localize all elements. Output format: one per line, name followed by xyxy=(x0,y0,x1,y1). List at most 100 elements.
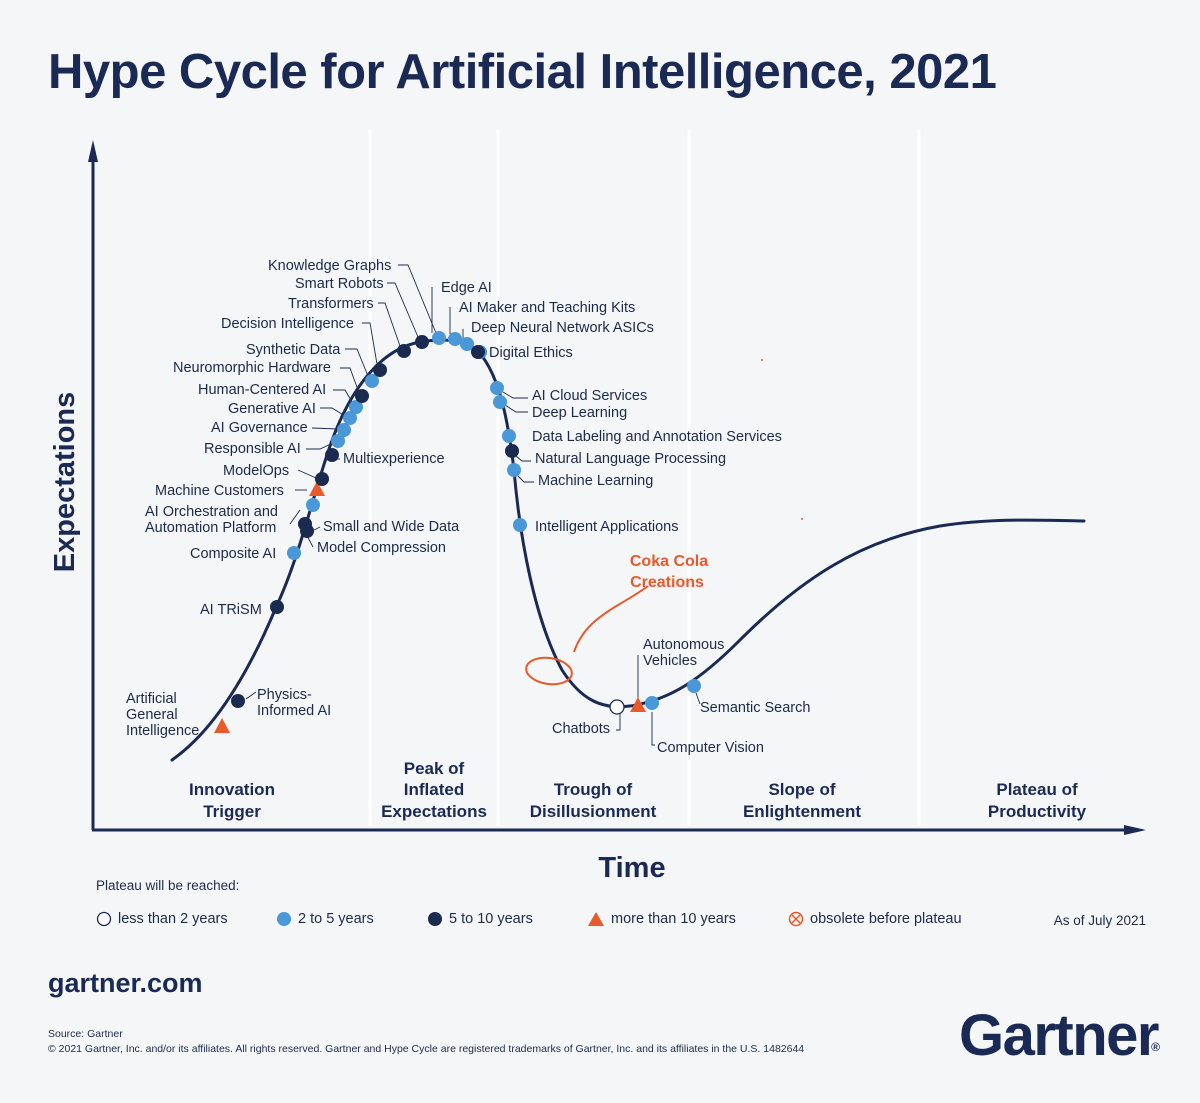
open-circle-marker xyxy=(609,699,625,715)
leader-line xyxy=(362,322,378,365)
blue-circle-marker xyxy=(460,337,474,351)
blue-circle-marker xyxy=(493,395,507,409)
technology-label: Semantic Search xyxy=(700,700,810,716)
technology-label: Machine Customers xyxy=(155,483,284,499)
axes xyxy=(88,140,1146,835)
phase-label: Trigger xyxy=(203,802,261,821)
leader-line xyxy=(297,469,317,479)
technology-label: Data Labeling and Annotation Services xyxy=(532,429,782,445)
technology-label: Informed AI xyxy=(257,703,331,719)
technology-label: Synthetic Data xyxy=(246,342,341,358)
leader-line xyxy=(695,692,701,705)
technology-label: Responsible AI xyxy=(204,441,301,457)
blue-circle-marker xyxy=(287,546,301,560)
leader-line xyxy=(502,391,528,399)
annotation-line-2: Creations xyxy=(630,574,704,591)
technology-label: AI Orchestration and xyxy=(145,504,278,520)
leader-line xyxy=(340,367,359,391)
blue-circle-marker xyxy=(331,434,345,448)
legend-label: more than 10 years xyxy=(611,911,736,927)
dark-circle-marker xyxy=(270,600,284,614)
source-note: Source: Gartner xyxy=(48,1028,123,1040)
copyright-note: © 2021 Gartner, Inc. and/or its affiliat… xyxy=(48,1043,805,1055)
phase-label: Slope of xyxy=(768,780,835,799)
legend-title: Plateau will be reached: xyxy=(96,878,240,893)
legend-label: 5 to 10 years xyxy=(449,911,533,927)
blue-circle-marker xyxy=(507,463,521,477)
coke-annotation: Coka Cola Creations xyxy=(525,359,803,686)
technology-label: Generative AI xyxy=(228,401,316,417)
dark-circle-marker xyxy=(300,524,314,538)
dark-circle-marker xyxy=(373,363,387,377)
as-of-date: As of July 2021 xyxy=(1053,913,1146,928)
technology-label: Deep Learning xyxy=(532,405,627,421)
annotation-arrow xyxy=(573,585,649,653)
technology-label: Intelligent Applications xyxy=(535,519,679,535)
leader-line xyxy=(320,407,346,417)
dark-circle-marker xyxy=(355,389,369,403)
technology-label: Intelligence xyxy=(126,723,199,739)
technology-label: Natural Language Processing xyxy=(535,451,726,467)
phase-label: Peak of xyxy=(404,759,465,778)
blue-circle-marker xyxy=(432,331,446,345)
leader-line xyxy=(345,348,369,377)
phase-labels: Innovation Trigger Peak of Inflated Expe… xyxy=(189,759,1087,821)
technology-label: AI TRiSM xyxy=(200,602,262,618)
leader-line xyxy=(504,404,528,413)
leader-line xyxy=(289,509,301,525)
technology-label: Knowledge Graphs xyxy=(268,258,391,274)
leader-line xyxy=(311,427,339,430)
blue-circle-marker xyxy=(337,423,351,437)
blue-circle-marker xyxy=(306,498,320,512)
blue-circle-marker xyxy=(448,332,462,346)
phase-label: Expectations xyxy=(381,802,487,821)
phase-label: Trough of xyxy=(554,780,633,799)
page-title: Hype Cycle for Artificial Intelligence, … xyxy=(48,45,997,99)
x-axis-arrow-icon xyxy=(1124,825,1146,835)
legend-item-2-to-5: 2 to 5 years xyxy=(276,911,374,927)
technology-label: Neuromorphic Hardware xyxy=(173,360,331,376)
technology-label: Computer Vision xyxy=(657,740,764,756)
technology-label: Automation Platform xyxy=(145,520,276,536)
phase-label: Enlightenment xyxy=(743,802,861,821)
dark-circle-marker xyxy=(505,444,519,458)
legend-label: 2 to 5 years xyxy=(298,911,374,927)
y-axis-label: Expectations xyxy=(49,392,81,573)
light-blue-circle-icon xyxy=(277,912,291,927)
technology-label: AI Maker and Teaching Kits xyxy=(459,300,635,316)
phase-dividers xyxy=(368,130,921,826)
legend-label: obsolete before plateau xyxy=(810,911,962,927)
annotation-circle xyxy=(525,656,573,686)
dark-circle-marker xyxy=(415,335,429,349)
hype-cycle-diagram: Expectations Time Coka Cola Creations In… xyxy=(49,130,1146,884)
registered-mark: ® xyxy=(1151,1040,1160,1054)
technology-label: Multiexperience xyxy=(343,451,445,467)
x-axis-label: Time xyxy=(598,852,665,884)
technology-label: Chatbots xyxy=(552,721,610,737)
blue-circle-marker xyxy=(349,400,363,414)
technology-label: Edge AI xyxy=(441,280,492,296)
blue-circle-marker xyxy=(502,429,516,443)
leader-line xyxy=(398,264,437,334)
technology-label: Smart Robots xyxy=(295,276,384,292)
technology-label: AI Governance xyxy=(211,420,308,436)
blue-circle-marker xyxy=(490,381,504,395)
phase-label: Inflated xyxy=(404,780,464,799)
gartner-logo: Gartner xyxy=(958,1003,1160,1068)
technology-label: Digital Ethics xyxy=(489,345,573,361)
leader-line xyxy=(516,474,534,483)
technology-label: Small and Wide Data xyxy=(323,519,460,535)
blue-circle-marker xyxy=(645,696,659,710)
leader-line xyxy=(306,442,334,450)
technology-label: Composite AI xyxy=(190,546,276,562)
open-circle-icon xyxy=(96,912,112,927)
legend-item-less-than-2: less than 2 years xyxy=(96,911,228,927)
technology-label: Model Compression xyxy=(317,540,446,556)
leader-line xyxy=(387,282,419,338)
legend-item-more-than-10: more than 10 years xyxy=(587,911,736,927)
site-link[interactable]: gartner.com xyxy=(48,968,203,998)
technology-label: Machine Learning xyxy=(538,473,653,489)
technology-label: General xyxy=(126,707,178,723)
technology-label: AI Cloud Services xyxy=(532,388,647,404)
